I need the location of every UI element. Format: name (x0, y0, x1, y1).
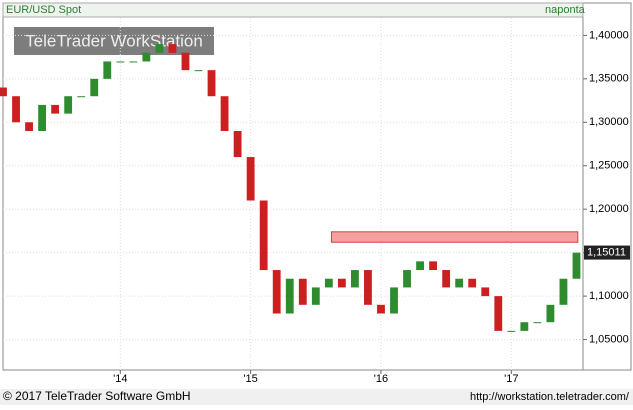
candle-body (142, 52, 151, 62)
chart-title: EUR/USD Spot (6, 4, 81, 16)
candle-body (572, 252, 581, 279)
y-tick-label: 1,25000 (589, 160, 629, 172)
y-tick-label: 1,05000 (589, 333, 629, 345)
candle-body (455, 278, 464, 288)
last-price-box (584, 245, 630, 260)
candle-body (272, 270, 281, 314)
candle-body (129, 61, 138, 63)
candle-body (533, 322, 542, 324)
x-tick-label: '16 (374, 373, 388, 385)
candle-body (116, 61, 125, 63)
y-tick-label: 1,10000 (589, 290, 629, 302)
header-bar (2, 2, 584, 18)
candle-body (246, 157, 255, 201)
candle-body (311, 287, 320, 305)
axis-frame (582, 2, 632, 371)
candle-body (324, 278, 333, 288)
footer-right: http://workstation.teletrader.com/ (470, 391, 630, 403)
candle-body (481, 287, 490, 297)
candle-body (390, 287, 398, 314)
watermark-box (14, 27, 214, 55)
candle-body (77, 96, 86, 98)
candle-body (220, 96, 229, 131)
candle-body (38, 104, 47, 131)
resistance-zone (330, 231, 579, 243)
footer-left: © 2017 TeleTrader Software GmbH (3, 389, 191, 403)
candle-body (194, 70, 203, 72)
candle-body (468, 278, 477, 288)
candle-body (298, 278, 307, 305)
candle-body (429, 261, 438, 271)
candle-body (377, 304, 385, 314)
candle-body (155, 44, 164, 53)
candle-body (351, 270, 359, 288)
period-label: naponta (545, 4, 586, 16)
candle-body (25, 122, 33, 131)
candle-body (12, 96, 20, 123)
candle-body (442, 270, 451, 288)
candle-body (494, 296, 503, 331)
candle-body (416, 261, 424, 271)
candle-body (64, 96, 73, 114)
candle-body (207, 70, 216, 97)
footer-bar (0, 389, 633, 405)
x-tick-label: '14 (113, 373, 127, 385)
candle-body (181, 52, 190, 71)
candle-body (90, 78, 99, 97)
candle-body (507, 330, 516, 332)
x-tick-label: '17 (504, 373, 518, 385)
candle-body (337, 278, 346, 288)
candle-body (520, 322, 529, 331)
y-tick-label: 1,35000 (589, 73, 629, 85)
candle-body (259, 200, 268, 271)
x-tick-label: '15 (243, 373, 257, 385)
candle-body (51, 104, 60, 114)
candle-body (403, 270, 411, 288)
candle-body (233, 130, 242, 158)
candle-body (103, 61, 112, 79)
y-tick-label: 1,20000 (589, 203, 629, 215)
last-price-label: 1,15011 (587, 246, 626, 258)
candle-body (0, 87, 7, 97)
y-tick-label: 1,30000 (589, 116, 629, 128)
candle-body (168, 44, 177, 53)
y-tick-label: 1,40000 (589, 29, 629, 41)
candle-body (364, 270, 372, 305)
candle-body (285, 278, 294, 314)
candle-body (559, 278, 568, 305)
candle-body (546, 304, 555, 323)
